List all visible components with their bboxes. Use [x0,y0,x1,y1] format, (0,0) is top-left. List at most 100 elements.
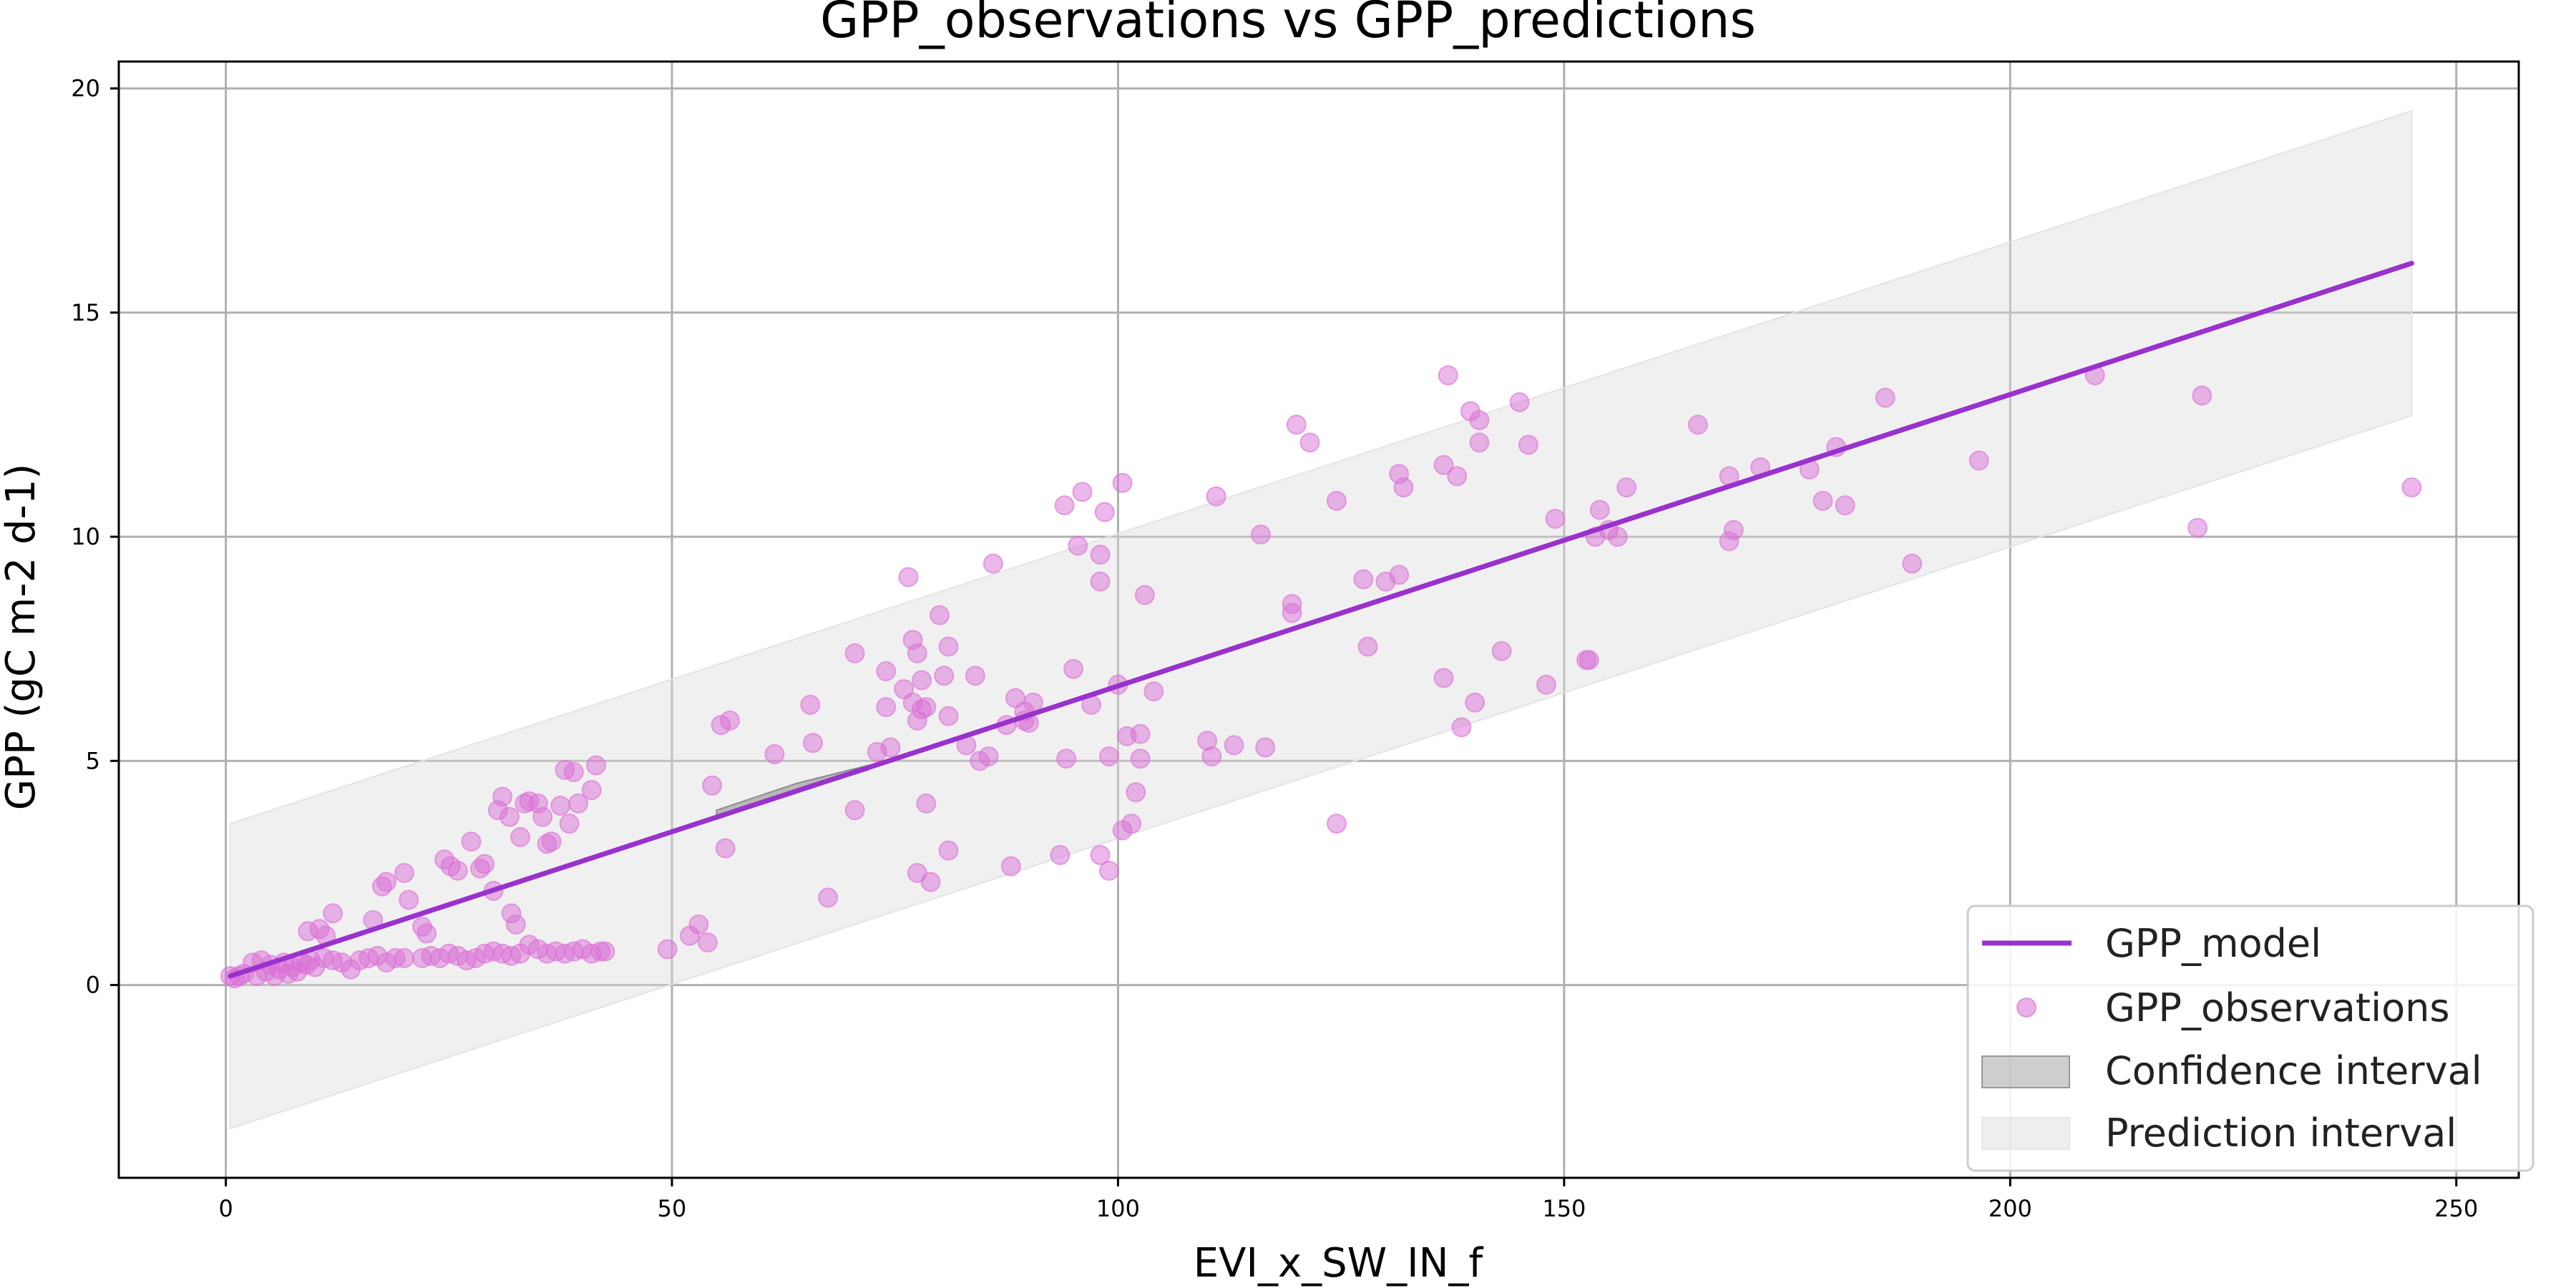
chart-title: GPP_observations vs GPP_predictions [820,0,1756,49]
observation-point [565,763,583,781]
observation-point [551,796,570,815]
observation-point [1068,537,1087,555]
observation-point [1511,393,1529,411]
observation-point [917,794,935,813]
observation-point [587,756,605,775]
x-tick-label: 100 [1096,1195,1140,1222]
observation-point [533,808,552,826]
legend-label-model: GPP_model [2105,921,2321,966]
observation-point [1100,747,1118,766]
observation-point [1876,389,1895,407]
observation-point [1546,509,1564,528]
observation-point [1591,501,1609,519]
observation-point [846,644,864,663]
observation-point [1448,467,1466,486]
observation-point [1122,814,1141,833]
observation-point [475,854,494,873]
x-tick-label: 250 [2434,1195,2478,1222]
observation-point [846,801,864,819]
observation-point [507,915,525,934]
observation-point [1057,749,1075,768]
observation-point [689,915,708,934]
observation-point [912,671,931,690]
observation-point [1970,452,1989,470]
observation-point [1091,545,1110,564]
observation-point [930,606,949,625]
observation-point [877,698,895,716]
observation-point [721,711,739,730]
y-tick-label: 15 [71,299,100,326]
legend-label-prediction: Prediction interval [2105,1111,2457,1156]
observation-point [1439,366,1458,385]
y-tick-label: 5 [86,747,100,774]
observation-point [1100,862,1118,880]
observation-point [1354,570,1372,589]
observation-point [1470,434,1488,452]
observation-point [462,832,481,851]
observation-point [1131,749,1150,768]
observation-point [1207,487,1226,506]
x-tick-label: 150 [1542,1195,1586,1222]
observation-point [882,738,900,757]
observation-point [703,776,721,795]
legend: GPP_model GPP_observations Confidence in… [1968,906,2533,1171]
observation-point [980,747,998,766]
observation-point [1580,650,1599,669]
observation-point [1064,660,1083,678]
observation-point [1617,478,1636,497]
observation-point [1055,496,1074,514]
observation-point [1126,783,1145,801]
x-tick-label: 200 [1989,1195,2032,1222]
observation-point [399,891,418,909]
observation-point [1256,738,1274,757]
observation-point [940,638,958,656]
observation-point [1136,586,1154,605]
observation-point [1452,718,1470,736]
observation-point [716,839,735,858]
observation-point [804,733,822,752]
observation-point [500,808,519,826]
observation-point [899,567,917,586]
observation-point [417,924,436,943]
observation-point [560,814,579,833]
observation-point [1836,496,1855,514]
observation-point [1359,638,1377,656]
observation-point [1002,857,1020,876]
observation-point [1096,503,1114,522]
observation-point [395,864,414,882]
observation-point [1903,555,1921,573]
observation-point [1144,682,1163,701]
legend-label-observations: GPP_observations [2105,985,2449,1030]
observation-point [935,666,953,685]
observation-point [1724,521,1743,540]
legend-confidence-swatch [1982,1056,2069,1088]
observation-point [2402,478,2421,497]
y-tick-label: 20 [71,75,100,102]
x-tick-label: 0 [218,1195,233,1222]
observation-point [2188,519,2207,537]
observation-point [1689,415,1707,434]
x-tick-label: 50 [658,1195,687,1222]
observation-point [801,696,819,714]
observation-point [1390,565,1408,584]
observation-point [1073,482,1092,501]
observation-point [966,666,985,685]
x-axis-label: EVI_x_SW_IN_f [1194,1240,1484,1287]
y-tick-label: 0 [86,972,100,999]
legend-label-confidence: Confidence interval [2105,1048,2482,1093]
observation-point [819,888,837,907]
observation-point [1287,415,1306,434]
observation-point [2192,386,2211,405]
observation-point [395,949,414,967]
legend-observations-swatch [2017,998,2036,1017]
y-tick-label: 10 [71,523,100,550]
observation-point [940,707,958,726]
observation-point [493,787,512,806]
observation-point [596,942,615,961]
observation-point [984,555,1002,573]
legend-prediction-swatch [1982,1118,2069,1149]
observation-point [582,781,601,799]
observation-point [1050,846,1069,864]
observation-point [1537,675,1556,694]
